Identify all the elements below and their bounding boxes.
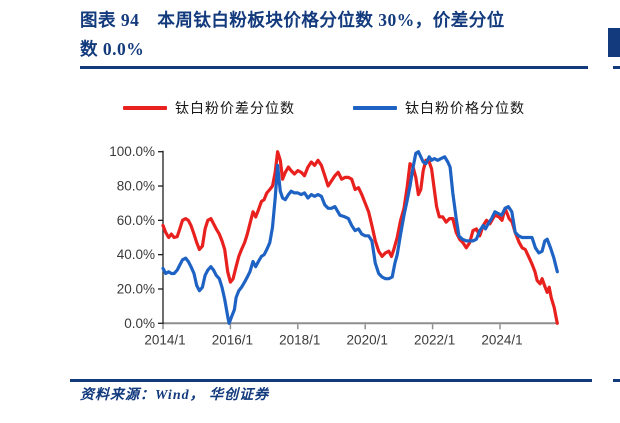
x-tick-label: 2022/1 [414, 332, 455, 347]
legend-item-spread-percentile: 钛白粉价差分位数 [123, 98, 295, 118]
y-tick-label: 20.0% [117, 281, 155, 296]
spread-percentile-series-line [161, 150, 559, 325]
price-percentile-series-line [161, 150, 559, 325]
legend-label: 钛白粉价格分位数 [405, 102, 525, 117]
x-tick-label: 2024/1 [481, 332, 522, 347]
figure-title-line1: 图表 94 本周钛白粉板块价格分位数 30%，价差分位 [80, 10, 505, 30]
footer-divider-rule [70, 379, 592, 382]
y-tick-label: 80.0% [117, 179, 155, 194]
page-edge-bar [608, 28, 620, 57]
y-tick-label: 60.0% [117, 213, 155, 228]
red-line-swatch-icon [123, 106, 167, 110]
x-tick-label: 2016/1 [212, 332, 253, 347]
y-tick-label: 100.0% [109, 144, 155, 159]
x-tick-label: 2020/1 [347, 332, 388, 347]
title-divider-rule [80, 66, 588, 69]
footer-divider-rule-fragment [613, 379, 620, 382]
legend-item-price-percentile: 钛白粉价格分位数 [353, 98, 525, 118]
blue-line-swatch-icon [353, 106, 397, 110]
legend-label: 钛白粉价差分位数 [175, 102, 295, 117]
figure-title: 图表 94 本周钛白粉板块价格分位数 30%，价差分位 数 0.0% [80, 6, 585, 64]
chart-legend: 钛白粉价差分位数 钛白粉价格分位数 [72, 98, 576, 118]
data-source-note: 资料来源：Wind， 华创证券 [80, 388, 270, 403]
y-tick-label: 40.0% [117, 247, 155, 262]
title-divider-rule-fragment [613, 66, 620, 69]
x-tick-label: 2018/1 [279, 332, 320, 347]
y-tick-label: 0.0% [124, 316, 155, 331]
x-tick-label: 2014/1 [144, 332, 185, 347]
figure-title-line2: 数 0.0% [80, 39, 145, 59]
